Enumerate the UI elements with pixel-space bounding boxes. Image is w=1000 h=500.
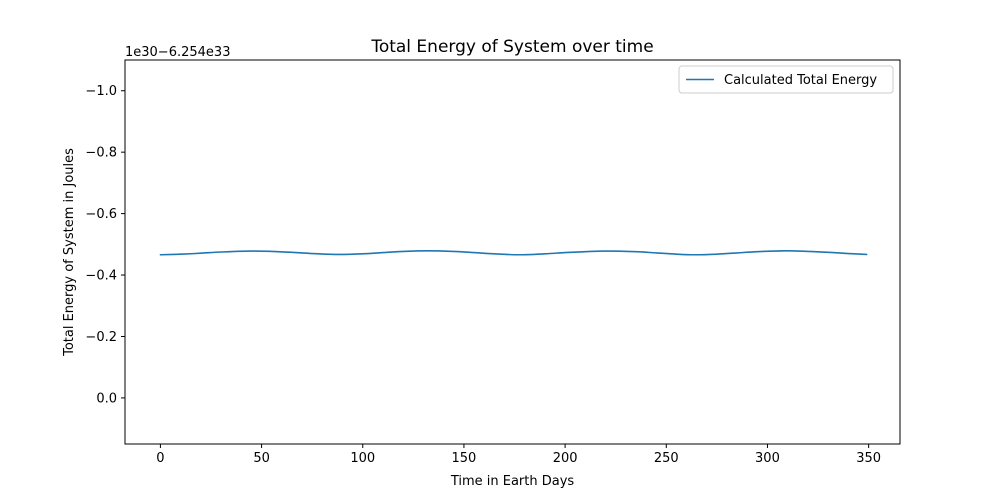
legend: Calculated Total Energy xyxy=(678,65,894,94)
y-tick-label: −1.0 xyxy=(85,84,117,99)
series-layer xyxy=(159,249,868,256)
x-tick-label: 250 xyxy=(654,451,679,466)
y-tick-label: −0.8 xyxy=(85,146,117,161)
plot-frame xyxy=(124,59,901,445)
x-tick-label: 50 xyxy=(253,451,270,466)
y-axis-label: Total Energy of System in Joules xyxy=(62,148,77,357)
y-offset-label: 1e30−6.254e33 xyxy=(125,45,230,60)
series-line-total-energy xyxy=(159,249,868,256)
x-tick-label: 0 xyxy=(156,451,164,466)
y-tick-label: −0.4 xyxy=(85,269,117,284)
chart-title: Total Energy of System over time xyxy=(370,37,653,57)
x-tick-label: 150 xyxy=(452,451,477,466)
y-tick-label: −0.2 xyxy=(85,330,117,345)
x-axis-ticks: 0 50 100 150 200 250 300 350 xyxy=(156,444,881,466)
y-tick-label: −0.6 xyxy=(85,207,117,222)
y-axis-ticks: 0.0 −0.2 −0.4 −0.6 −0.8 −1.0 xyxy=(85,84,125,406)
x-tick-label: 350 xyxy=(856,451,881,466)
x-tick-label: 100 xyxy=(350,451,375,466)
x-tick-label: 300 xyxy=(755,451,780,466)
y-tick-label: 0.0 xyxy=(96,391,117,406)
x-tick-label: 200 xyxy=(553,451,578,466)
legend-label: Calculated Total Energy xyxy=(724,73,877,88)
legend-box xyxy=(678,65,894,94)
x-axis-label: Time in Earth Days xyxy=(450,474,575,489)
